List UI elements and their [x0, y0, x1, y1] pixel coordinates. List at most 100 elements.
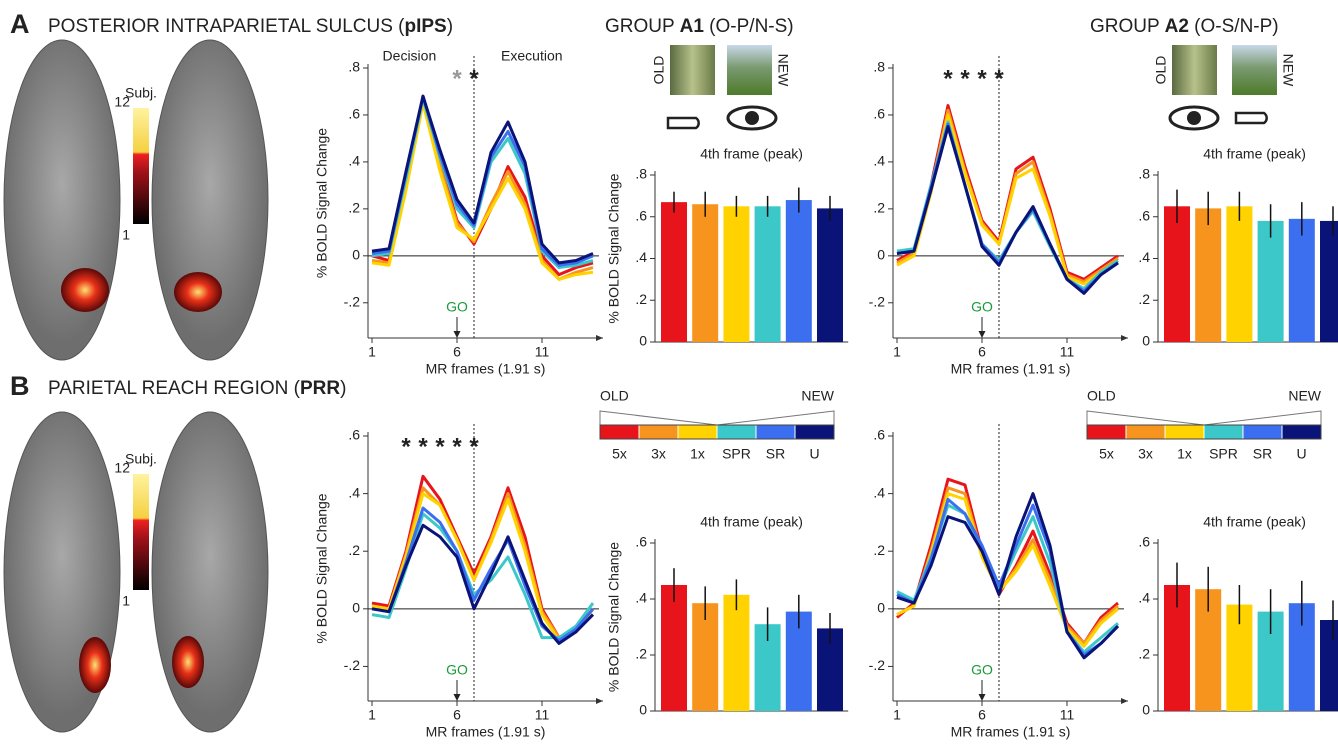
x-axis-label: MR frames (1.91 s)	[426, 724, 546, 740]
x-tick-label: 1	[893, 344, 901, 360]
x-tick-label: 11	[535, 344, 550, 360]
bar	[1288, 218, 1315, 342]
y-tick-label: 0	[1142, 333, 1150, 349]
group-suffix: (O-S/N-P)	[1189, 16, 1279, 37]
legend-label: 5x	[612, 446, 627, 462]
x-axis-label: MR frames (1.91 s)	[951, 724, 1071, 740]
chart-title: 4th frame (peak)	[700, 146, 803, 162]
legend-label: SPR	[1209, 446, 1238, 462]
group-name: A2	[1165, 16, 1189, 37]
legend-swatch	[1125, 424, 1166, 440]
brain-a	[3, 39, 269, 361]
x-tick-label: 11	[535, 707, 550, 723]
y-tick-label: .6	[1138, 207, 1150, 223]
x-tick-label: 1	[893, 707, 901, 723]
y-tick-label: .2	[1138, 646, 1150, 662]
y-tick-label: .6	[873, 106, 885, 122]
bar	[1257, 220, 1284, 342]
bar	[1195, 208, 1222, 342]
title-abbr: pIPS	[404, 16, 446, 37]
bar	[1226, 206, 1253, 342]
y-tick-label: .8	[1138, 166, 1150, 182]
legend-new: NEW	[801, 388, 834, 404]
legend-label: SPR	[722, 446, 751, 462]
series-line	[896, 125, 1119, 295]
legend-swatch	[1242, 424, 1283, 440]
bar	[692, 204, 719, 342]
y-tick-label: 0	[639, 333, 647, 349]
stimulus-old: OLD	[1153, 56, 1169, 85]
x-tick-label: 6	[978, 344, 986, 360]
legend-label: 1x	[1177, 446, 1192, 462]
series-line	[896, 492, 1120, 660]
legend-label: SR	[1253, 446, 1272, 462]
y-tick-label: 0	[639, 702, 647, 718]
y-tick-label: .4	[873, 153, 885, 169]
y-tick-label: .4	[348, 484, 360, 500]
go-arrowhead	[978, 694, 986, 701]
y-tick-label: .6	[873, 427, 885, 443]
legend-wedge	[599, 410, 835, 426]
bar	[661, 202, 687, 342]
legend-label: 5x	[1099, 446, 1114, 462]
brain-b	[3, 411, 269, 733]
legend-new: NEW	[1288, 388, 1321, 404]
legend-swatch	[755, 424, 796, 440]
x-tick-label: 6	[453, 344, 461, 360]
y-tick-label: .2	[635, 291, 647, 307]
x-tick-label: 1	[368, 707, 376, 723]
title-end: )	[447, 16, 453, 37]
bar	[754, 206, 781, 342]
bar	[1320, 220, 1338, 342]
legend-swatch	[716, 424, 757, 440]
bar	[661, 585, 687, 711]
colorbar-max: 12	[114, 460, 130, 476]
significance: *	[469, 433, 479, 460]
legend-swatch	[794, 424, 835, 440]
legend-swatch	[1086, 424, 1127, 440]
legend-old: OLD	[600, 388, 629, 404]
bar	[817, 208, 843, 342]
colorbar-title: Subj.	[125, 85, 157, 101]
y-tick-label: .6	[635, 534, 647, 550]
legend-label: SR	[766, 446, 785, 462]
stimulus-new: NEW	[1280, 54, 1296, 87]
legend-frame	[1086, 424, 1322, 440]
bar	[692, 603, 719, 711]
go-arrowhead	[978, 331, 986, 338]
title-abbr: PRR	[300, 378, 340, 399]
colorbar-title: Subj.	[125, 451, 157, 467]
legend-old: OLD	[1087, 388, 1116, 404]
bar	[785, 200, 812, 342]
x-tick-label: 11	[1060, 344, 1075, 360]
title-end: )	[340, 378, 346, 399]
group-title: GROUP A2 (O-S/N-P)	[1090, 16, 1279, 37]
go-label: GO	[971, 299, 993, 315]
bar	[1320, 620, 1338, 711]
significance: *	[960, 65, 970, 92]
y-tick-label: .2	[348, 542, 360, 558]
stimuli-a2	[1168, 45, 1277, 131]
x-axis-arrow	[596, 335, 603, 341]
title-text: POSTERIOR INTRAPARIETAL SULCUS (	[48, 16, 405, 37]
y-tick-label: .4	[635, 249, 647, 265]
y-tick-label: .8	[348, 59, 360, 75]
legend-label: 3x	[1138, 446, 1153, 462]
y-axis-label: % BOLD Signal Change	[314, 128, 330, 278]
legend-wedge	[1086, 410, 1322, 426]
legend-swatch	[638, 424, 679, 440]
y-tick-label: .4	[873, 484, 885, 500]
legend-label: U	[1296, 446, 1306, 462]
legend-swatch	[1281, 424, 1322, 440]
significance: *	[994, 65, 1004, 92]
go-label: GO	[446, 299, 468, 315]
y-tick-label: .2	[1138, 291, 1150, 307]
bar	[723, 594, 750, 711]
y-tick-label: .6	[635, 207, 647, 223]
x-tick-label: 11	[1060, 707, 1075, 723]
x-tick-label: 6	[453, 707, 461, 723]
x-axis-arrow	[596, 698, 603, 704]
stimulus-old: OLD	[651, 56, 667, 85]
bar	[1164, 206, 1190, 342]
